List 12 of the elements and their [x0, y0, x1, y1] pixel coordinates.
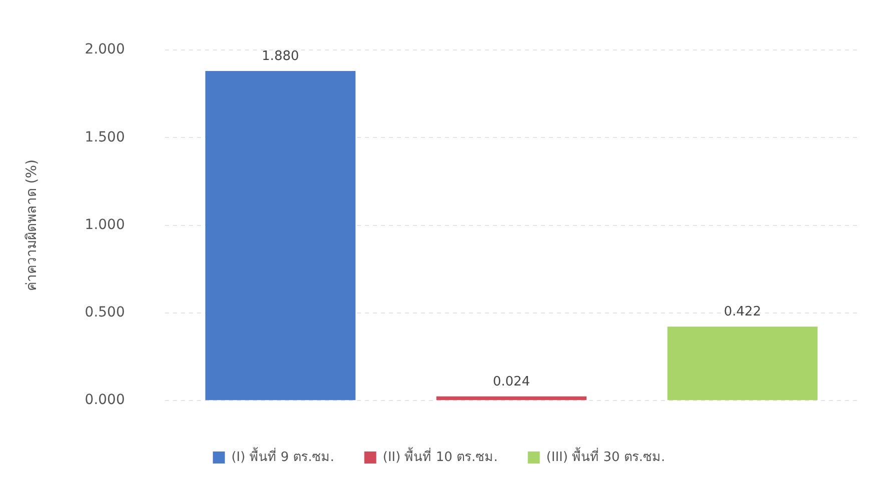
y-tick-label: 1.000: [84, 216, 125, 233]
legend-label: (II) พื้นที่ 10 ตร.ซม.: [382, 446, 498, 465]
y-tick-label: 0.500: [84, 304, 125, 321]
data-label: 1.880: [262, 48, 300, 64]
y-tick-label: 0.000: [84, 392, 125, 408]
y-tick-label: 2.000: [84, 42, 125, 58]
data-label: 0.422: [724, 304, 762, 320]
data-label: 0.024: [492, 374, 530, 390]
legend-label: (I) พื้นที่ 9 ตร.ซม.: [231, 446, 334, 465]
legend-label: (III) พื้นที่ 30 ตร.ซม.: [546, 446, 666, 465]
y-tick-label: 1.500: [84, 129, 125, 146]
y-axis-title: ค่าความผิดพลาด (%): [24, 159, 40, 292]
